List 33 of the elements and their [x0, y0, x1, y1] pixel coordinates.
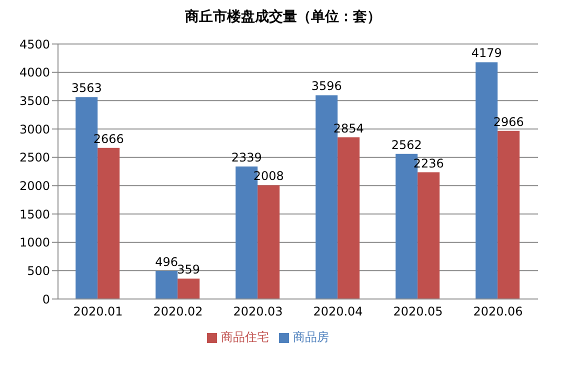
bar	[498, 130, 520, 299]
chart-title: 商丘市楼盘成交量（单位：套）	[184, 8, 382, 26]
data-label: 496	[155, 254, 178, 269]
x-tick-label: 2020.02	[153, 304, 203, 319]
x-tick-label: 2020.06	[473, 304, 523, 319]
data-label: 2562	[391, 138, 422, 152]
y-tick-label: 2500	[19, 150, 50, 165]
bar	[338, 137, 360, 299]
data-label: 3596	[311, 79, 342, 94]
bar	[418, 172, 440, 299]
legend-label: 商品房	[293, 330, 329, 344]
x-tick-label: 2020.03	[233, 304, 283, 319]
data-label: 359	[177, 262, 200, 277]
x-tick-label: 2020.04	[313, 304, 363, 319]
y-tick-label: 500	[27, 264, 50, 278]
data-label: 2339	[231, 150, 262, 164]
data-label: 4179	[471, 46, 502, 60]
y-tick-label: 4500	[19, 37, 50, 52]
bar	[258, 185, 280, 299]
data-label: 3563	[71, 81, 102, 96]
x-tick-label: 2020.01	[73, 304, 123, 319]
y-tick-label: 3500	[19, 94, 50, 108]
y-tick-label: 4000	[19, 66, 50, 80]
y-tick-label: 3000	[19, 122, 50, 136]
bar	[178, 278, 200, 299]
x-tick-label: 2020.05	[393, 304, 443, 319]
y-tick-label: 1000	[19, 236, 50, 250]
y-tick-label: 1500	[19, 207, 50, 222]
bar	[156, 270, 178, 299]
y-tick-label: 2000	[19, 178, 50, 193]
legend-label: 商品住宅	[221, 330, 269, 344]
bar	[98, 148, 120, 299]
y-tick-label: 0	[42, 292, 50, 306]
